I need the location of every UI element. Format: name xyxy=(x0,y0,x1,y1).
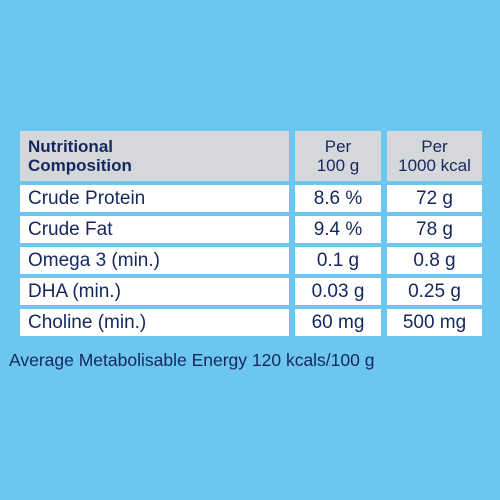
row-name: Omega 3 (min.) xyxy=(20,247,289,274)
table-header-row: Nutritional Composition Per 100 g Per 10… xyxy=(20,131,482,181)
row-name: Crude Protein xyxy=(20,185,289,212)
header-per-1000kcal-line1: Per xyxy=(421,137,448,156)
header-per-100g: Per 100 g xyxy=(295,131,381,181)
row-name: Choline (min.) xyxy=(20,309,289,336)
table-row: DHA (min.) 0.03 g 0.25 g xyxy=(20,278,482,305)
row-per-100g: 0.03 g xyxy=(295,278,381,305)
nutrition-table: Nutritional Composition Per 100 g Per 10… xyxy=(20,131,482,340)
row-name: Crude Fat xyxy=(20,216,289,243)
row-per-1000kcal: 78 g xyxy=(387,216,482,243)
row-per-100g: 9.4 % xyxy=(295,216,381,243)
header-composition-line1: Nutritional xyxy=(28,137,113,156)
row-per-100g: 0.1 g xyxy=(295,247,381,274)
row-per-100g: 60 mg xyxy=(295,309,381,336)
header-per-100g-line1: Per xyxy=(324,137,352,156)
header-composition: Nutritional Composition xyxy=(20,131,289,181)
header-per-1000kcal: Per 1000 kcal xyxy=(387,131,482,181)
header-composition-line2: Composition xyxy=(28,156,132,175)
table-row: Choline (min.) 60 mg 500 mg xyxy=(20,309,482,336)
table-row: Omega 3 (min.) 0.1 g 0.8 g xyxy=(20,247,482,274)
header-per-100g-line2: 100 g xyxy=(316,156,360,175)
energy-footnote: Average Metabolisable Energy 120 kcals/1… xyxy=(9,350,375,370)
row-per-100g: 8.6 % xyxy=(295,185,381,212)
header-per-1000kcal-line2: 1000 kcal xyxy=(398,156,471,175)
row-per-1000kcal: 0.8 g xyxy=(387,247,482,274)
row-per-1000kcal: 500 mg xyxy=(387,309,482,336)
table-row: Crude Fat 9.4 % 78 g xyxy=(20,216,482,243)
table-row: Crude Protein 8.6 % 72 g xyxy=(20,185,482,212)
row-per-1000kcal: 72 g xyxy=(387,185,482,212)
row-per-1000kcal: 0.25 g xyxy=(387,278,482,305)
row-name: DHA (min.) xyxy=(20,278,289,305)
